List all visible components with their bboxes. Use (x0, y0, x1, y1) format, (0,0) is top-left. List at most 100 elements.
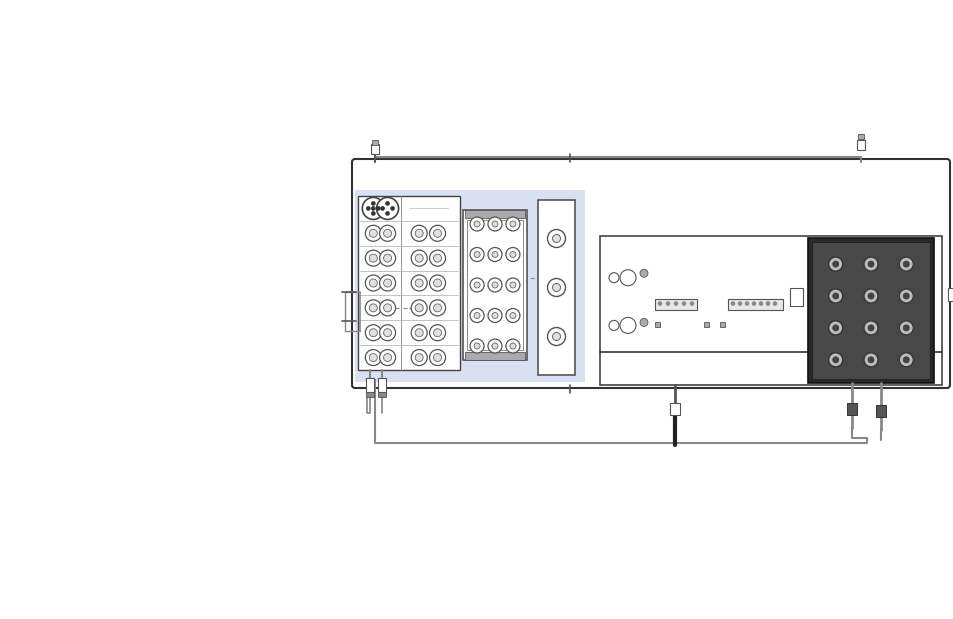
Bar (357, 196, 459, 370)
Circle shape (415, 329, 423, 337)
Circle shape (411, 325, 427, 340)
Bar (377, 378, 386, 392)
Circle shape (832, 357, 838, 363)
Bar (655, 322, 659, 327)
Circle shape (369, 229, 376, 237)
Circle shape (379, 325, 395, 340)
Circle shape (415, 304, 423, 312)
Bar (377, 392, 386, 397)
Bar (669, 403, 679, 415)
Circle shape (383, 353, 391, 361)
Circle shape (488, 308, 501, 322)
Circle shape (547, 230, 565, 248)
Circle shape (379, 350, 395, 366)
Circle shape (902, 357, 908, 363)
Circle shape (474, 313, 479, 319)
Circle shape (899, 353, 912, 367)
Circle shape (492, 282, 497, 288)
Circle shape (365, 300, 381, 316)
Circle shape (832, 261, 838, 267)
Circle shape (552, 284, 560, 292)
Bar (857, 134, 863, 139)
Circle shape (639, 269, 647, 277)
Bar (366, 392, 374, 397)
Circle shape (411, 275, 427, 291)
Circle shape (899, 289, 912, 303)
Circle shape (488, 339, 501, 353)
Circle shape (415, 254, 423, 262)
Bar (845, 244, 875, 252)
Bar (464, 352, 524, 360)
Circle shape (433, 254, 441, 262)
Circle shape (510, 251, 516, 258)
Circle shape (474, 343, 479, 349)
Bar (655, 298, 697, 310)
Circle shape (470, 248, 483, 261)
Circle shape (828, 289, 841, 303)
Circle shape (730, 301, 734, 306)
Circle shape (411, 300, 427, 316)
Circle shape (383, 329, 391, 337)
Circle shape (505, 217, 519, 231)
Bar (537, 200, 575, 375)
Circle shape (369, 329, 376, 337)
Circle shape (379, 250, 395, 266)
Circle shape (505, 339, 519, 353)
Circle shape (689, 301, 693, 306)
Circle shape (390, 206, 395, 210)
Bar (355, 190, 584, 382)
Circle shape (510, 313, 516, 319)
Circle shape (383, 254, 391, 262)
Circle shape (433, 279, 441, 287)
Bar (811, 242, 929, 379)
Circle shape (376, 197, 398, 219)
Circle shape (738, 301, 741, 306)
Circle shape (899, 257, 912, 271)
Circle shape (863, 353, 877, 367)
Circle shape (863, 289, 877, 303)
Circle shape (365, 275, 381, 291)
Circle shape (658, 301, 661, 306)
Circle shape (433, 353, 441, 361)
Circle shape (488, 248, 501, 261)
Circle shape (365, 250, 381, 266)
Circle shape (433, 304, 441, 312)
Circle shape (429, 325, 445, 340)
Circle shape (639, 318, 647, 326)
Bar (599, 236, 941, 385)
Circle shape (772, 301, 776, 306)
Circle shape (470, 217, 483, 231)
Circle shape (429, 250, 445, 266)
Circle shape (505, 308, 519, 322)
Circle shape (380, 206, 384, 210)
Bar (727, 298, 782, 310)
Circle shape (383, 304, 391, 312)
Circle shape (608, 273, 618, 283)
Bar (464, 210, 524, 218)
Circle shape (379, 300, 395, 316)
Circle shape (474, 282, 479, 288)
Circle shape (510, 221, 516, 227)
Circle shape (474, 251, 479, 258)
Circle shape (411, 350, 427, 366)
Circle shape (673, 301, 678, 306)
Circle shape (383, 279, 391, 287)
Bar (875, 405, 885, 417)
Circle shape (365, 350, 381, 366)
Bar (789, 288, 802, 306)
Circle shape (902, 293, 908, 299)
Circle shape (863, 257, 877, 271)
Circle shape (379, 225, 395, 241)
Circle shape (902, 261, 908, 267)
Bar (467, 220, 522, 350)
Circle shape (385, 212, 389, 215)
Bar (371, 144, 378, 154)
Circle shape (429, 225, 445, 241)
Circle shape (608, 321, 618, 331)
Circle shape (619, 270, 636, 286)
Bar (462, 210, 526, 360)
Circle shape (619, 318, 636, 334)
Circle shape (828, 321, 841, 335)
Bar (846, 403, 856, 415)
Circle shape (429, 275, 445, 291)
